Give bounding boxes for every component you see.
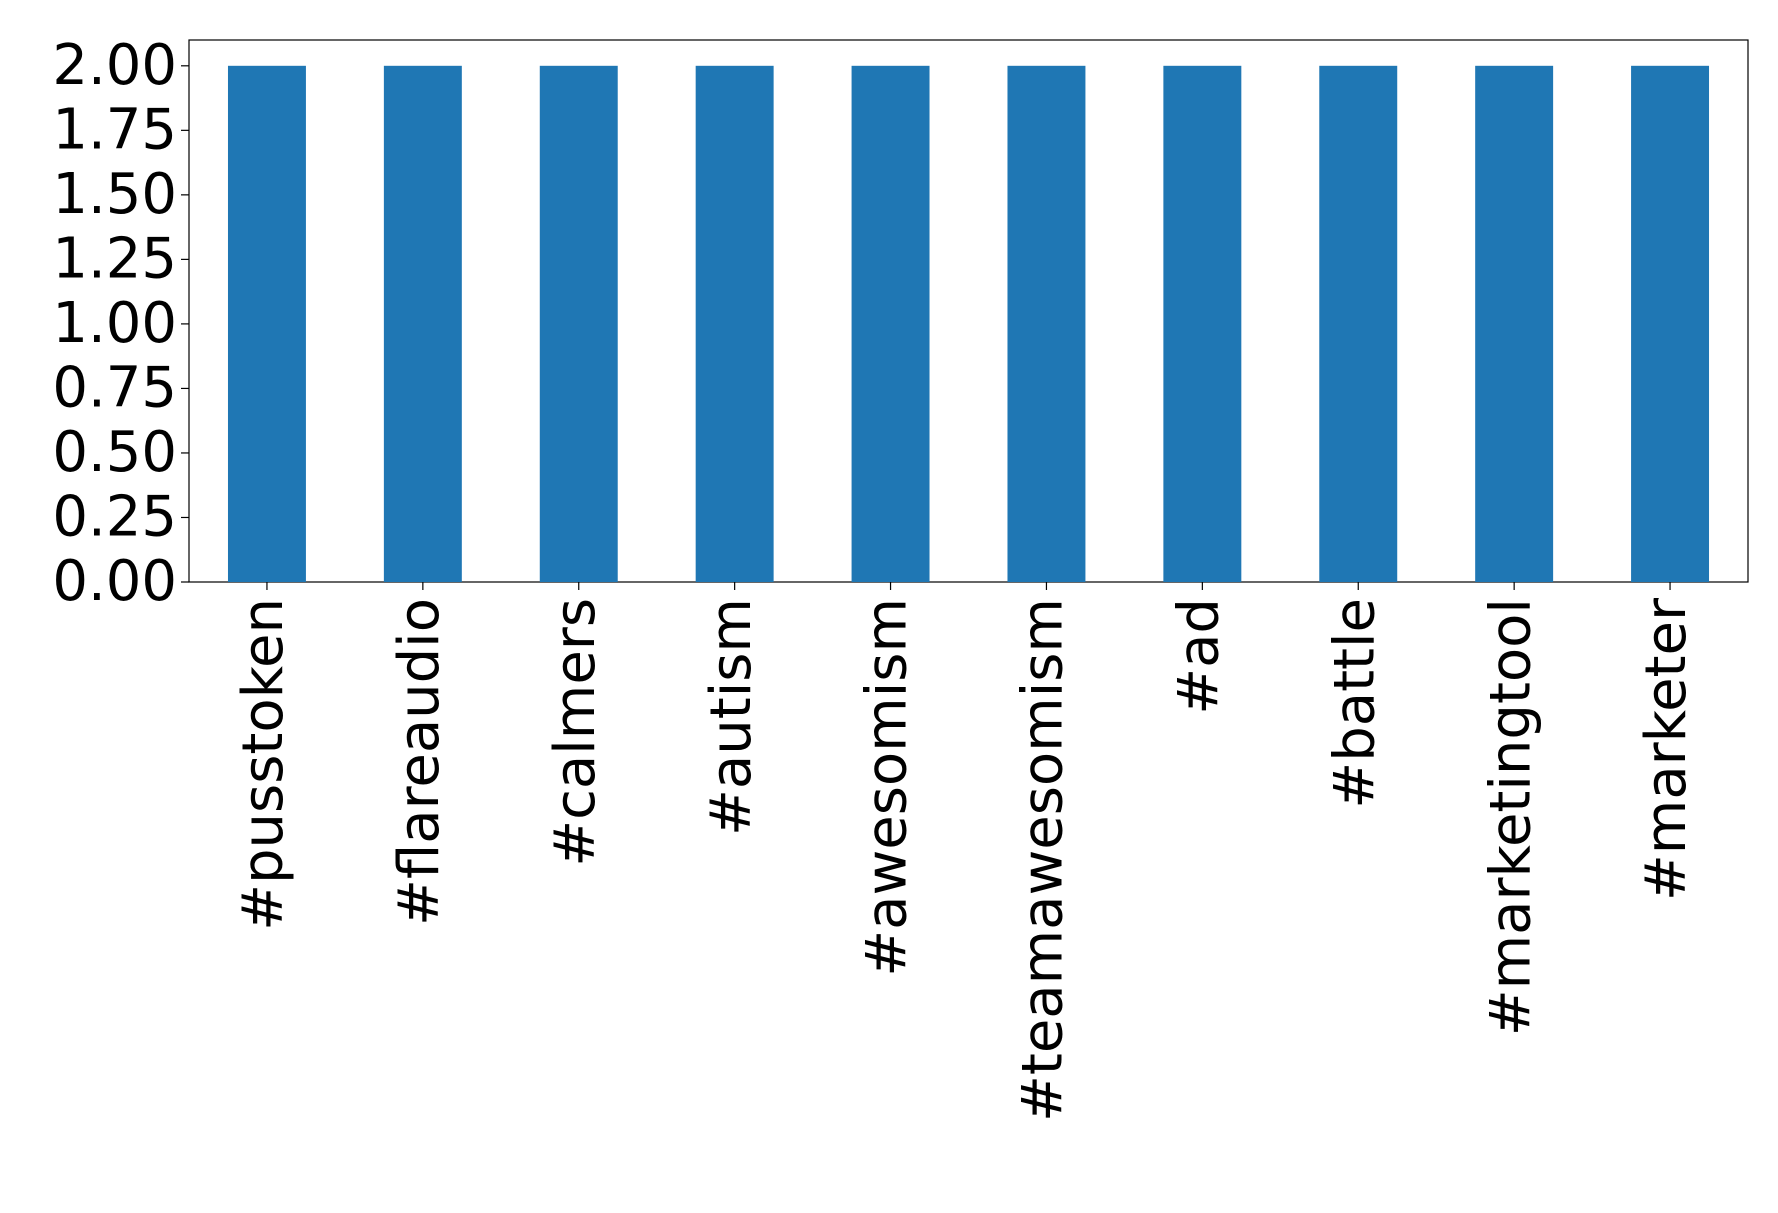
x-tick-label: #marketingtool [1478, 598, 1543, 1036]
bar [851, 65, 930, 583]
x-tick-label: #battle [1322, 598, 1387, 809]
y-tick-label: 1.00 [52, 291, 177, 356]
bar [227, 65, 306, 583]
plot-frame [188, 39, 1749, 583]
y-tick-label: 0.50 [52, 420, 177, 485]
x-tick-label: #calmers [543, 598, 608, 867]
y-tick-label: 1.75 [52, 97, 177, 162]
bar [1319, 65, 1398, 583]
y-tick-label: 1.50 [52, 162, 177, 227]
y-tick-label: 1.25 [52, 227, 177, 292]
bar [383, 65, 462, 583]
x-tick-label: #teamawesomism [1011, 598, 1076, 1122]
x-tick-label: #flareaudio [387, 598, 452, 926]
x-tick-label: #pusstoken [231, 598, 296, 931]
x-tick-label: #ad [1166, 598, 1231, 715]
y-tick-label: 0.25 [52, 485, 177, 550]
bar [1631, 65, 1710, 583]
y-tick-label: 0.75 [52, 356, 177, 421]
bar [695, 65, 774, 583]
x-tick-label: #autism [699, 598, 764, 836]
bar [1163, 65, 1242, 583]
x-tick-label: #awesomism [855, 598, 920, 977]
y-tick-label: 0.00 [52, 549, 177, 614]
bar [1007, 65, 1086, 583]
x-tick-label: #marketer [1634, 597, 1699, 901]
bar [1475, 65, 1554, 583]
bar [539, 65, 618, 583]
y-tick-label: 2.00 [52, 33, 177, 98]
